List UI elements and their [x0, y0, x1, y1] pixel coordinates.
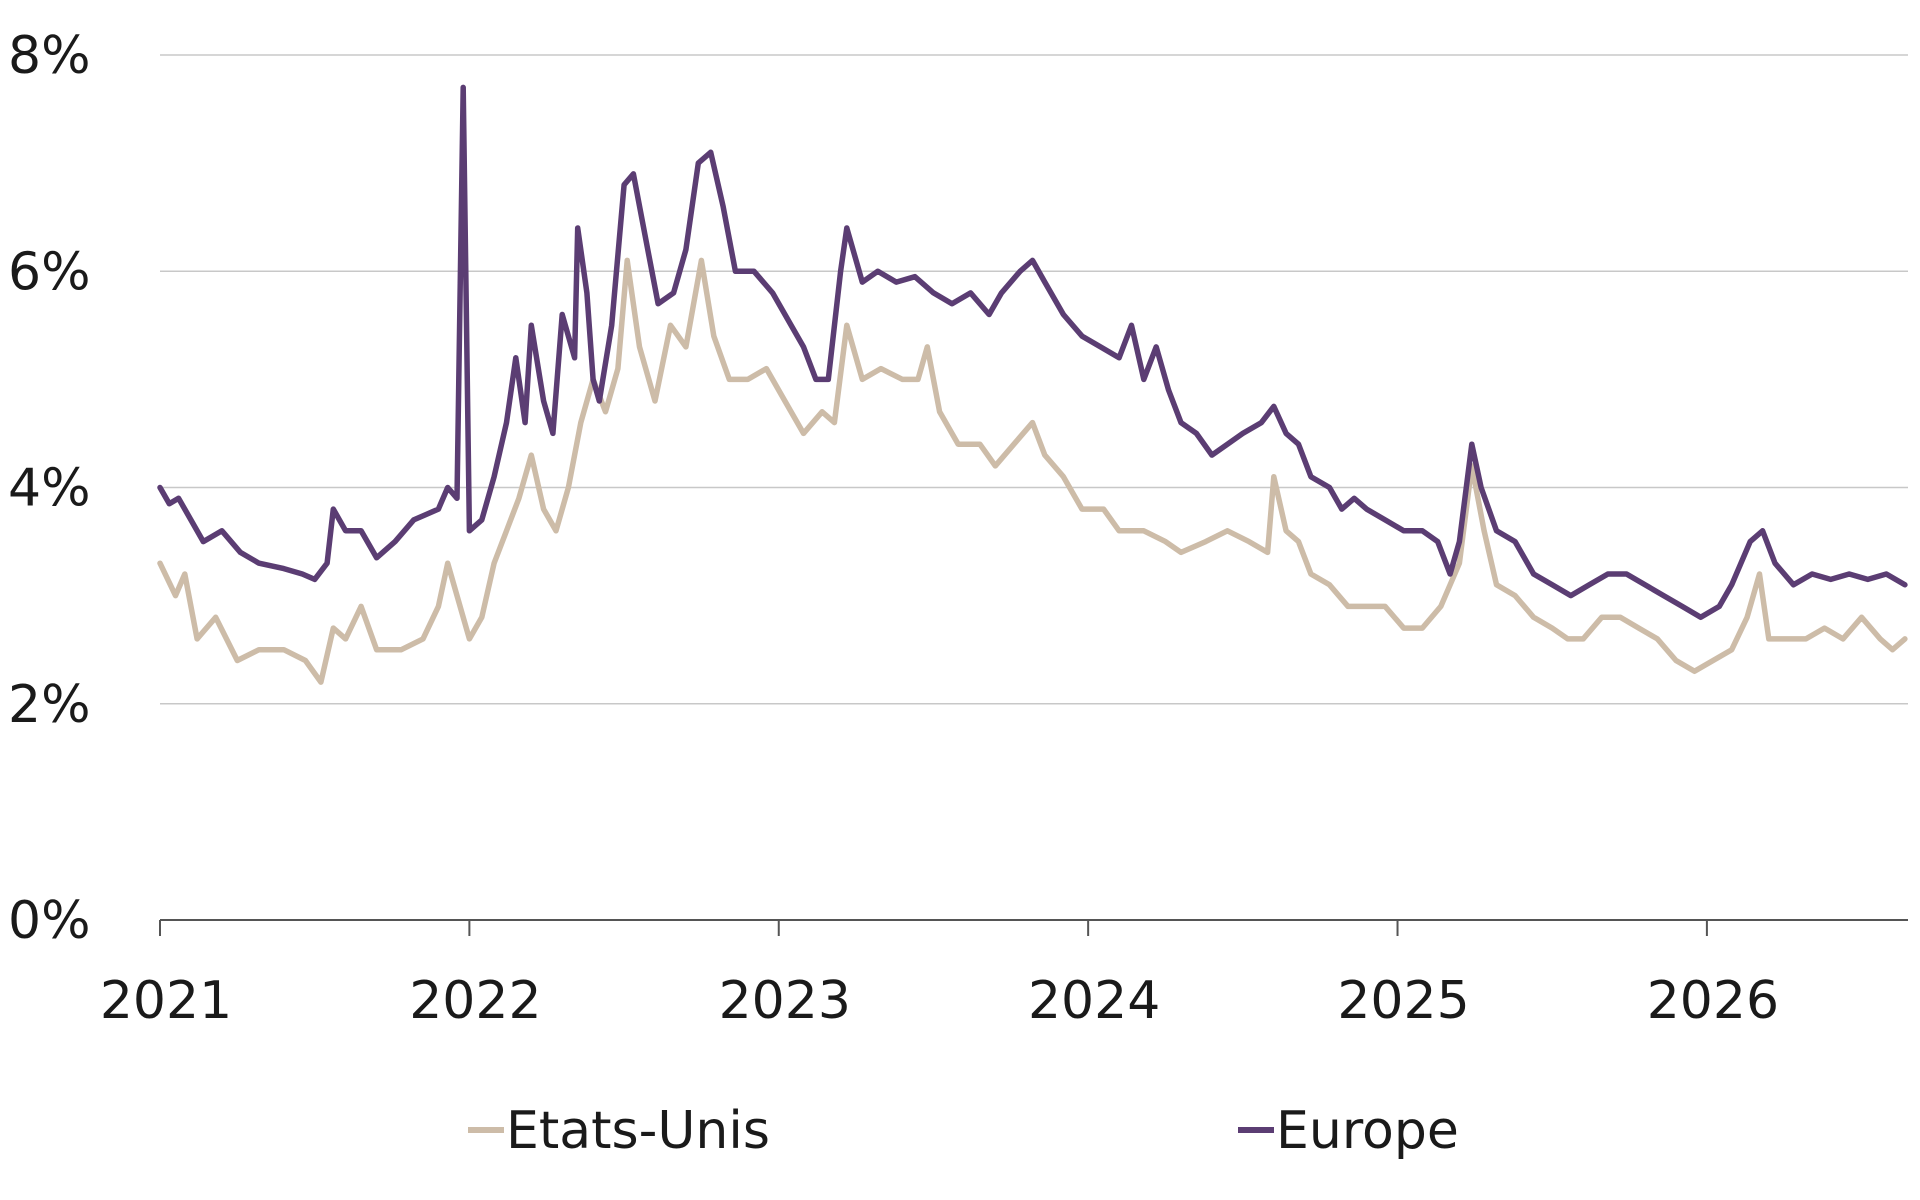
y-tick-label: 0%	[8, 891, 91, 951]
x-tick-label: 2025	[1337, 971, 1469, 1031]
y-tick-label: 2%	[8, 675, 91, 735]
legend-label: Etats-Unis	[506, 1101, 770, 1161]
legend-label: Europe	[1276, 1101, 1459, 1161]
series-line-europe	[157, 84, 1908, 621]
y-axis-tick-labels: 0% 2% 4% 6% 8%	[8, 26, 91, 951]
x-tick-label: 2026	[1647, 971, 1779, 1031]
x-tick-label: 2021	[100, 971, 232, 1031]
x-axis	[159, 919, 1908, 936]
x-axis-tick-labels: 2021 2022 2023 2024 2025 2026	[100, 971, 1779, 1031]
series-lines	[157, 84, 1908, 685]
y-tick-label: 8%	[8, 26, 91, 86]
x-tick-label: 2024	[1028, 971, 1160, 1031]
gridlines	[160, 54, 1908, 705]
legend: Etats-Unis Europe	[468, 1101, 1459, 1161]
y-tick-label: 6%	[8, 242, 91, 302]
x-tick-label: 2023	[719, 971, 851, 1031]
x-tick-label: 2022	[409, 971, 541, 1031]
series-line-etats-unis	[157, 257, 1908, 685]
y-tick-label: 4%	[8, 459, 91, 519]
